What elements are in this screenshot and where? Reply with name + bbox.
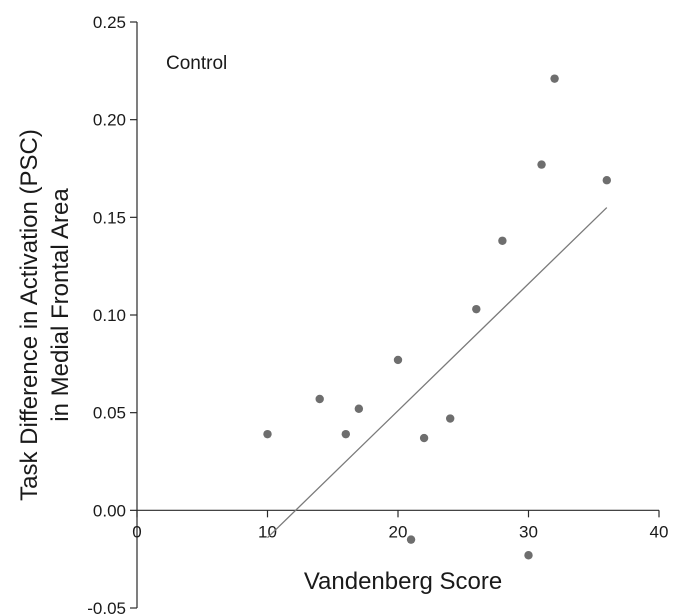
y-tick-label: 0.25 [93,13,126,32]
x-tick-label: 10 [258,522,277,541]
data-point [315,394,324,404]
y-axis-ticks: -0.05 0.00 0.05 0.10 0.15 0.20 0.25 [87,13,137,615]
y-tick-label: 0.00 [93,501,126,520]
data-point [524,551,533,560]
fit-line-group [267,207,608,539]
data-point [602,176,611,185]
x-axis-title: Vandenberg Score [304,568,502,595]
data-point [263,429,272,439]
data-point [393,355,403,365]
control-annotation: Control [166,53,227,74]
x-tick-label: 30 [519,522,538,541]
data-point [472,304,481,314]
x-tick-label: 20 [389,522,408,541]
y-tick-label: 0.20 [93,111,126,130]
y-tick-label: -0.05 [87,599,126,615]
data-point [498,236,507,245]
data-point [341,429,350,439]
y-axis-title: Task Difference in Activation (PSC) in M… [16,129,74,501]
data-point [354,404,364,413]
y-tick-label: 0.05 [93,404,126,423]
x-axis-ticks: 0 10 20 30 40 [132,510,668,541]
regression-line [267,207,608,539]
data-point [406,535,416,544]
y-tick-label: 0.10 [93,306,126,325]
data-points [263,74,611,560]
y-axis-title-line-2: in Medial Frontal Area [47,188,74,422]
x-tick-label: 40 [650,522,669,541]
data-point [550,74,559,83]
x-tick-label: 0 [132,522,141,541]
data-point [537,160,546,169]
y-axis-title-line-1: Task Difference in Activation (PSC) [16,129,43,501]
axes [136,22,659,608]
data-point [446,414,455,423]
y-tick-label: 0.15 [93,208,126,227]
data-point [419,433,429,443]
